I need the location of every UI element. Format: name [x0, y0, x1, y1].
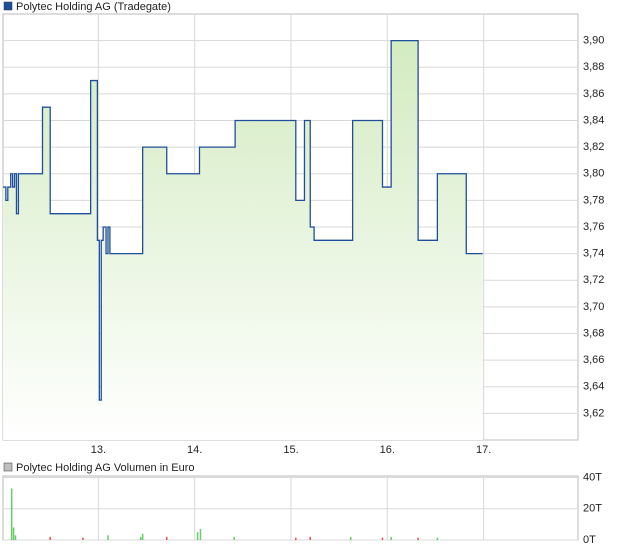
- volume-bar: [233, 536, 235, 540]
- y-tick-label: 3,76: [583, 221, 604, 233]
- x-tick-label: 16.: [380, 444, 395, 456]
- volume-bar: [165, 536, 168, 540]
- y-tick-label: 3,70: [583, 301, 604, 313]
- volume-bar: [139, 536, 142, 540]
- y-tick-label: 3,82: [583, 141, 604, 153]
- volume-bar: [349, 536, 352, 540]
- price-line: [3, 39, 483, 401]
- y-tick-label: 3,68: [583, 327, 604, 339]
- volume-bar: [199, 529, 202, 540]
- volume-bar: [141, 533, 144, 540]
- volume-bar: [390, 536, 392, 540]
- volume-bar: [49, 536, 51, 540]
- volume-bar: [107, 535, 109, 540]
- legend-label: Polytec Holding AG (Tradegate): [16, 1, 171, 13]
- y-tick-label: 3,78: [583, 194, 604, 206]
- y-tick-label: 3,80: [583, 168, 604, 180]
- x-tick-label: 14.: [187, 444, 202, 456]
- y-tick-label: 3,66: [583, 354, 604, 366]
- volume-bar: [436, 537, 439, 540]
- price-area: [3, 40, 483, 440]
- y-tick-label: 3,74: [583, 248, 604, 260]
- y-tick-label: 20T: [583, 503, 602, 515]
- legend-swatch: [3, 462, 13, 472]
- volume-bar: [82, 537, 84, 540]
- y-tick-label: 0T: [583, 534, 596, 546]
- volume-bar: [10, 488, 13, 540]
- y-tick-label: 3,72: [583, 274, 604, 286]
- legend-label: Polytec Holding AG Volumen in Euro: [16, 462, 195, 474]
- volume-bar: [417, 537, 419, 540]
- y-tick-label: 3,90: [583, 35, 604, 47]
- y-tick-label: 40T: [583, 471, 602, 483]
- y-tick-label: 3,64: [583, 381, 604, 393]
- volume-bar: [12, 527, 15, 540]
- y-tick-label: 3,84: [583, 114, 604, 126]
- x-tick-label: 13.: [91, 444, 106, 456]
- x-tick-label: 15.: [283, 444, 298, 456]
- volume-bar: [381, 537, 384, 540]
- y-tick-label: 3,86: [583, 88, 604, 100]
- x-tick-label: 17.: [476, 444, 491, 456]
- volume-bar: [196, 532, 199, 540]
- legend-swatch: [3, 1, 13, 11]
- y-tick-label: 3,88: [583, 61, 604, 73]
- y-tick-label: 3,62: [583, 407, 604, 419]
- volume-bar: [14, 535, 17, 540]
- volume-bar: [309, 536, 311, 540]
- volume-bar: [295, 537, 297, 540]
